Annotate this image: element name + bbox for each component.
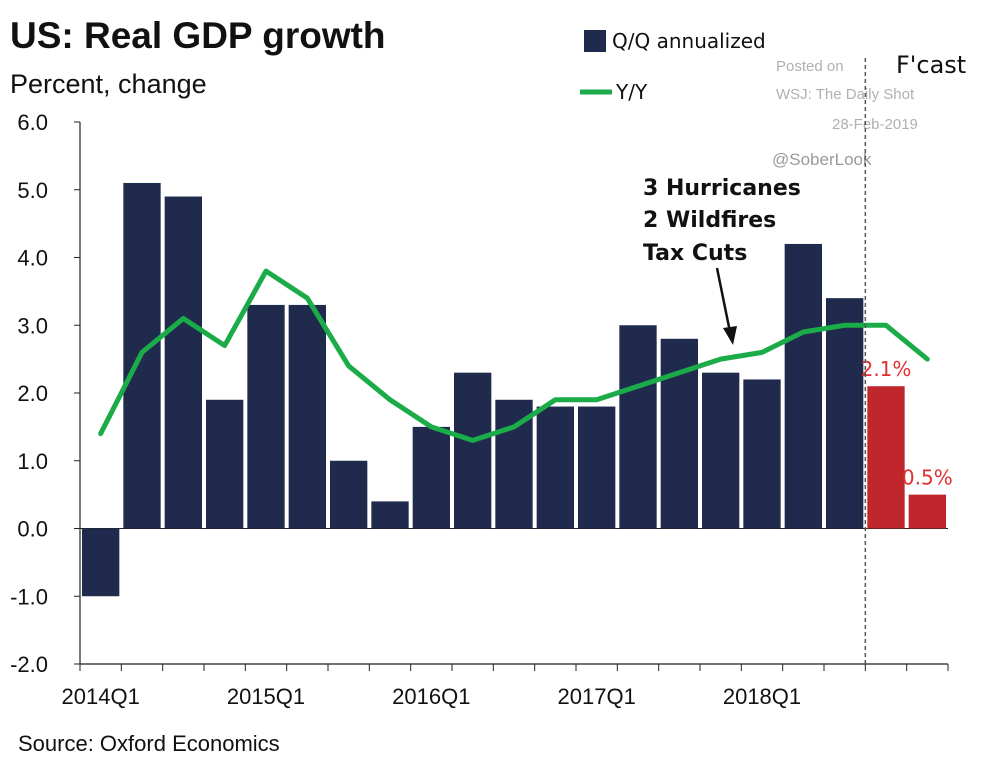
y-tick-label: 3.0 — [17, 313, 48, 338]
bar — [412, 426, 450, 529]
bar — [82, 528, 120, 597]
forecast-bar — [908, 494, 946, 529]
chart-title: US: Real GDP growth — [10, 15, 386, 56]
annotation-arrow-shaft — [715, 267, 732, 333]
y-tick-label: -1.0 — [10, 584, 48, 609]
bar — [619, 325, 657, 529]
x-tick-label: 2014Q1 — [62, 684, 140, 709]
bar — [826, 298, 864, 529]
y-tick-label: 4.0 — [17, 246, 48, 271]
bar — [288, 304, 326, 529]
y-tick-label: 1.0 — [17, 449, 48, 474]
legend-bar-swatch — [584, 30, 606, 52]
legend-bar-label: Q/Q annualized — [612, 29, 766, 53]
y-tick-label: 6.0 — [17, 110, 48, 135]
yy-line — [98, 268, 930, 443]
bar — [578, 406, 616, 529]
chart-subtitle: Percent, change — [10, 69, 207, 99]
annotation-line-1: 3 Hurricanes — [643, 176, 801, 201]
bar — [743, 379, 781, 529]
bar — [164, 196, 202, 529]
bar — [330, 460, 368, 529]
bar — [371, 501, 409, 529]
forecast-bar — [867, 386, 905, 529]
bar-series — [82, 182, 946, 597]
watermark-source: WSJ: The Daily Shot — [776, 86, 915, 103]
watermark-posted-on: Posted on — [776, 58, 844, 75]
x-tick-label: 2016Q1 — [392, 684, 470, 709]
y-tick-label: 0.0 — [17, 517, 48, 542]
bar — [702, 372, 740, 529]
forecast-data-label: 0.5% — [902, 466, 953, 490]
watermark-date: 28-Feb-2019 — [832, 116, 918, 133]
annotation-arrow-head — [723, 326, 737, 345]
x-tick-label: 2015Q1 — [227, 684, 305, 709]
forecast-label: F'cast — [896, 51, 966, 79]
x-tick-label: 2018Q1 — [723, 684, 801, 709]
legend: Q/Q annualized Y/Y — [580, 29, 766, 104]
y-tick-label: -2.0 — [10, 652, 48, 677]
bar — [247, 304, 285, 529]
y-tick-label: 2.0 — [17, 381, 48, 406]
forecast-data-label: 2.1% — [861, 357, 912, 381]
bar — [536, 406, 574, 529]
annotation-line-2: 2 Wildfires — [643, 208, 776, 233]
legend-line-label: Y/Y — [615, 80, 648, 104]
bar — [454, 372, 492, 529]
data-labels: 2.1% 0.5% — [861, 357, 953, 489]
y-tick-label: 5.0 — [17, 178, 48, 203]
bar — [206, 399, 244, 529]
bar — [784, 243, 822, 529]
watermark-handle: @SoberLook — [772, 150, 872, 169]
watermark: Posted on WSJ: The Daily Shot 28-Feb-201… — [772, 58, 918, 169]
yy-line-series — [98, 268, 930, 443]
annotation: 3 Hurricanes 2 Wildfires Tax Cuts — [643, 176, 801, 345]
source-note: Source: Oxford Economics — [18, 731, 280, 756]
x-tick-label: 2017Q1 — [558, 684, 636, 709]
annotation-line-3: Tax Cuts — [643, 241, 747, 266]
